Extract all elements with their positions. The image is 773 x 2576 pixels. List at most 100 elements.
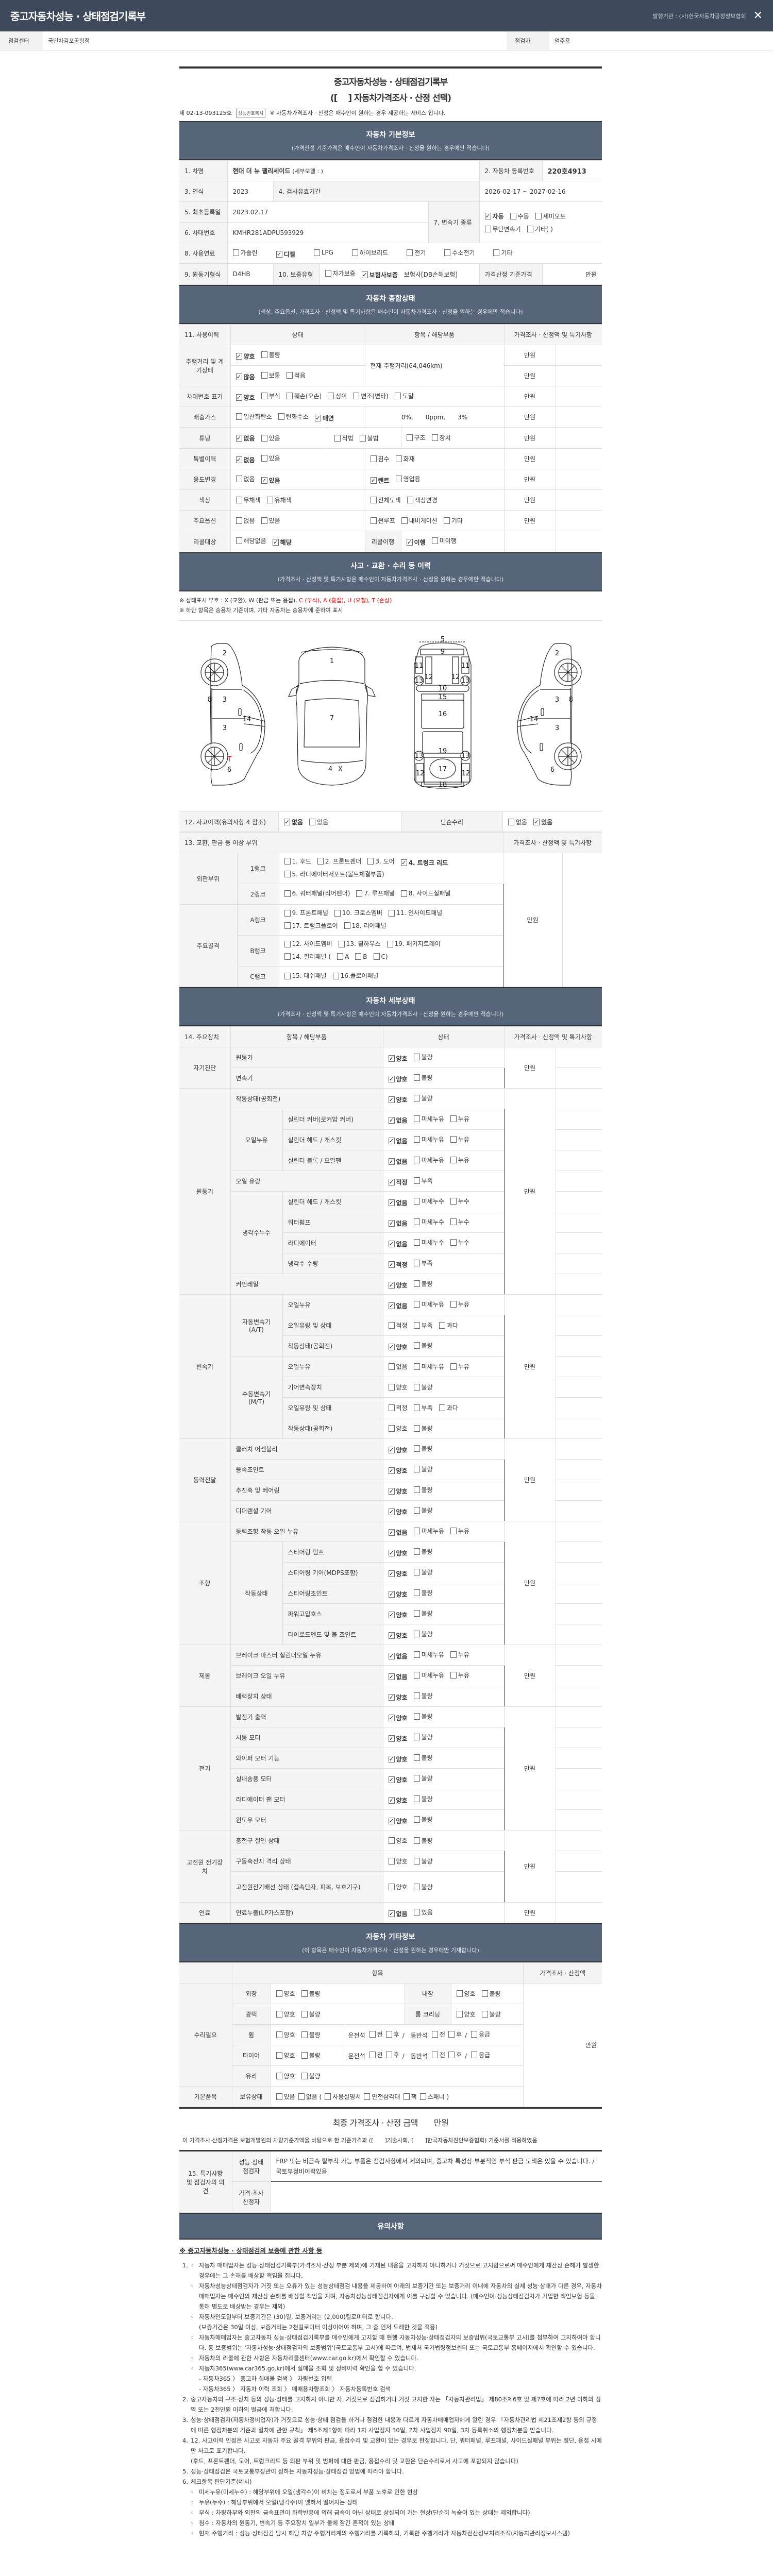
checkbox-option[interactable]: 불량 (413, 1836, 433, 1845)
price-input[interactable]: 만원 (503, 1830, 556, 1903)
price-input[interactable]: 만원 (503, 1521, 556, 1645)
checkbox-option[interactable]: 불량 (413, 1609, 433, 1618)
checkbox-option[interactable]: ✓ 양호 (388, 1796, 408, 1805)
checkbox-option[interactable]: 불량 (413, 1506, 433, 1515)
checkbox-option[interactable]: 수동 (510, 212, 529, 221)
checkbox-option[interactable]: 있음 (261, 454, 280, 463)
checkbox-option[interactable]: ✓ 양호 (388, 1755, 408, 1764)
checkbox-option[interactable]: 있음 (413, 1908, 433, 1917)
checkbox-option[interactable]: ✓ 없음 (388, 1909, 408, 1918)
checkbox-option[interactable]: 적정 (388, 1403, 408, 1412)
checkbox-option[interactable]: C) (373, 951, 388, 962)
price-input[interactable]: 만원 (502, 853, 563, 987)
checkbox-option[interactable]: 8. 사이드실패널 (400, 888, 450, 899)
checkbox-option[interactable]: 훼손(오손) (286, 392, 322, 400)
checkbox-option[interactable]: 불량 (413, 1053, 433, 1061)
checkbox-option[interactable]: 사용설명서 (325, 2092, 361, 2101)
checkbox-option[interactable]: 변조(변타) (353, 392, 389, 400)
checkbox-option[interactable]: 적법 (334, 434, 354, 443)
checkbox-option[interactable]: 불량 (301, 2072, 321, 2080)
checkbox-option[interactable]: 미세누유 (413, 1114, 444, 1123)
checkbox-option[interactable]: ✓ 많음 (236, 372, 255, 381)
checkbox-option[interactable]: 전 (369, 2050, 383, 2059)
checkbox-option[interactable]: ✓ 없음 (236, 434, 255, 443)
checkbox-option[interactable]: ✓ 없음 (388, 1301, 408, 1310)
checkbox-option[interactable]: 16.플로어패널 (332, 970, 379, 981)
checkbox-option[interactable]: ✓ 양호 (388, 1466, 408, 1475)
checkbox-option[interactable]: 불량 (413, 1383, 433, 1392)
checkbox-option[interactable]: 후 (448, 2030, 462, 2039)
checkbox-option[interactable]: 부족 (413, 1403, 433, 1412)
checkbox-option[interactable]: 1. 후드 (284, 856, 311, 867)
checkbox-option[interactable]: ✓ 양호 (388, 1631, 408, 1640)
checkbox-option[interactable]: ✓ 양호 (388, 1095, 408, 1104)
checkbox-option[interactable]: 10. 크로스멤버 (334, 907, 382, 919)
checkbox-option[interactable]: ✓ 양호 (388, 1569, 408, 1578)
checkbox-option[interactable]: 적음 (286, 371, 306, 380)
checkbox-option[interactable]: 불량 (413, 1073, 433, 1082)
checkbox-option[interactable]: 불량 (481, 2010, 501, 2019)
price-input[interactable]: 만원 (503, 406, 556, 428)
checkbox-option[interactable]: 기타( ) (527, 225, 553, 233)
price-input[interactable]: 만원 (503, 448, 556, 469)
checkbox-option[interactable]: 불량 (413, 1279, 433, 1288)
checkbox-option[interactable]: 양호 (276, 2030, 295, 2039)
checkbox-option[interactable]: 불량 (301, 1989, 321, 1998)
checkbox-option[interactable]: 과다 (439, 1321, 458, 1330)
checkbox-option[interactable]: 3. 도어 (367, 856, 395, 867)
checkbox-option[interactable]: 불량 (413, 1485, 433, 1494)
checkbox-option[interactable]: 없음 (508, 818, 527, 826)
price-input[interactable]: 만원 (503, 386, 556, 407)
checkbox-option[interactable]: 불량 (413, 1568, 433, 1577)
checkbox-option[interactable]: 양호 (456, 1989, 476, 1998)
checkbox-option[interactable]: 부족 (413, 1321, 433, 1330)
checkbox-option[interactable]: 누수 (450, 1217, 469, 1226)
checkbox-option[interactable]: ✓ 있음 (533, 818, 552, 826)
checkbox-option[interactable]: 누유 (450, 1135, 469, 1144)
checkbox-option[interactable]: 미이행 (431, 536, 457, 545)
checkbox-option[interactable]: 구조 (406, 433, 426, 442)
checkbox-option[interactable]: 15. 대쉬패널 (284, 970, 327, 981)
checkbox-option[interactable]: ✓ 양호 (388, 1075, 408, 1083)
checkbox-option[interactable]: 13. 휠하우스 (338, 938, 381, 950)
checkbox-option[interactable]: 전 (369, 2030, 383, 2039)
checkbox-option[interactable]: 불법 (359, 434, 379, 443)
checkbox-option[interactable]: 불량 (413, 1883, 433, 1891)
checkbox-option[interactable]: 누유 (450, 1671, 469, 1680)
checkbox-option[interactable]: 하이브리드 (351, 248, 388, 257)
checkbox-option[interactable]: 18. 리어패널 (344, 920, 386, 931)
checkbox-option[interactable]: ✓ 디젤 (276, 250, 295, 259)
checkbox-option[interactable]: ✓ 없음 (388, 1219, 408, 1228)
base-price-input[interactable]: 만원 (542, 263, 602, 285)
checkbox-option[interactable]: 불량 (413, 1424, 433, 1433)
checkbox-option[interactable]: 양호 (388, 1857, 408, 1866)
checkbox-option[interactable]: 스패너 ) (419, 2092, 449, 2101)
checkbox-option[interactable]: 불량 (413, 1753, 433, 1762)
checkbox-option[interactable]: 7. 루프패널 (356, 888, 395, 899)
checkbox-option[interactable]: 19. 패키지트레이 (386, 938, 441, 950)
checkbox-option[interactable]: 내비게이션 (401, 516, 438, 525)
checkbox-option[interactable]: 누유 (450, 1300, 469, 1309)
checkbox-option[interactable]: 있음 (276, 2092, 295, 2101)
checkbox-option[interactable]: 누유 (450, 1650, 469, 1659)
checkbox-option[interactable]: 누유 (450, 1156, 469, 1164)
checkbox-option[interactable]: 불량 (413, 1094, 433, 1103)
checkbox-option[interactable]: ✓ 양호 (236, 393, 255, 402)
price-input[interactable]: 만원 (503, 489, 556, 511)
checkbox-option[interactable]: 불량 (413, 1341, 433, 1350)
checkbox-option[interactable]: 미세누유 (413, 1671, 444, 1680)
checkbox-option[interactable]: 없음 (388, 1362, 408, 1371)
price-input[interactable]: 만원 (503, 469, 556, 490)
price-input[interactable]: 만원 (503, 1047, 556, 1089)
checkbox-option[interactable]: 기타 (493, 248, 513, 257)
checkbox-option[interactable]: 양호 (388, 1424, 408, 1433)
checkbox-option[interactable]: 미세누유 (413, 1135, 444, 1144)
checkbox-option[interactable]: 전 (431, 2030, 445, 2039)
checkbox-option[interactable]: ✓ 없음 (388, 1672, 408, 1681)
checkbox-option[interactable]: ✓ 양호 (236, 352, 255, 361)
checkbox-option[interactable]: 탄화수소 (278, 412, 309, 421)
checkbox-option[interactable]: 응급 (471, 2050, 490, 2059)
checkbox-option[interactable]: 있음 (261, 516, 280, 525)
checkbox-option[interactable]: 17. 트렁크플로어 (284, 920, 338, 931)
checkbox-option[interactable]: 5. 라디에이터서포트(볼트체결부품) (284, 869, 384, 880)
